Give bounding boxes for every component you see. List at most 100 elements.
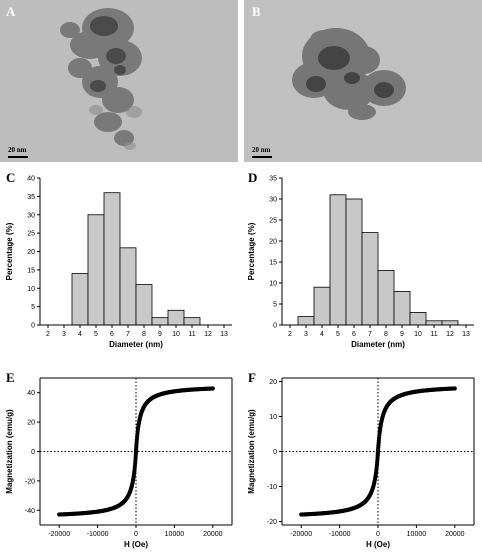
- x-tick-label: 10: [414, 331, 422, 338]
- histogram-bar: [119, 247, 137, 326]
- y-tick-label: 15: [27, 267, 35, 274]
- scale-bar-label: 20 nm: [252, 146, 271, 154]
- y-axis-label: Percentage (%): [247, 222, 256, 280]
- x-tick-label: -20000: [48, 531, 70, 538]
- loop-point: [452, 386, 457, 391]
- histogram-bar: [313, 286, 331, 326]
- x-tick-label: 20000: [203, 531, 223, 538]
- scale-bar: [252, 156, 272, 158]
- histogram-bar: [183, 317, 201, 326]
- histogram-bar: [87, 214, 105, 326]
- y-axis-label: Magnetization (emu/g): [5, 409, 14, 494]
- x-tick-label: 13: [220, 331, 228, 338]
- x-tick-label: 4: [320, 331, 324, 338]
- panel-letter-e: E: [6, 370, 15, 385]
- y-tick-label: 10: [269, 281, 277, 288]
- x-tick-label: 3: [62, 331, 66, 338]
- y-tick-label: 20: [27, 249, 35, 256]
- histogram-bar: [103, 192, 121, 326]
- x-tick-label: -10000: [329, 531, 351, 538]
- histogram-bar: [167, 309, 185, 326]
- panel-letter-f: F: [248, 370, 256, 385]
- histogram-d-plot: 0 5 10 15 20 25 30 35 2 3 4 5 6 7 8 9 10 11 12 13 Diameter (…: [247, 176, 474, 349]
- y-tick-label: 30: [27, 212, 35, 219]
- x-tick-label: 11: [430, 331, 437, 338]
- x-tick-label: 2: [46, 331, 50, 338]
- magnetization-loop-f-plot: -20 -10 0 10 20 -20000 -10000 0 10000 20000 H (Oe)…: [247, 377, 475, 549]
- x-tick-label: 8: [384, 331, 388, 338]
- x-tick-label: 12: [446, 331, 454, 338]
- y-tick-label: 35: [27, 194, 35, 201]
- x-tick-label: 9: [400, 331, 404, 338]
- x-tick-label: 6: [352, 331, 356, 338]
- histogram-bar: [361, 232, 379, 326]
- x-tick-label: 8: [142, 331, 146, 338]
- y-tick-label: -10: [267, 484, 277, 491]
- x-tick-label: 13: [462, 331, 470, 338]
- scale-bar: [8, 156, 28, 158]
- x-tick-label: 0: [134, 531, 138, 538]
- x-axis-label: H (Oe): [366, 540, 390, 549]
- x-tick-label: -20000: [290, 531, 312, 538]
- histogram-bar: [425, 320, 443, 326]
- x-tick-label: 6: [110, 331, 114, 338]
- y-tick-label: 10: [27, 286, 35, 293]
- histogram-bar: [441, 320, 459, 326]
- histogram-bar: [151, 317, 169, 326]
- y-tick-label: 0: [273, 449, 277, 456]
- x-tick-label: 9: [158, 331, 162, 338]
- histogram-bar: [409, 311, 427, 326]
- histogram-bar: [329, 194, 347, 326]
- x-tick-label: 7: [126, 331, 130, 338]
- y-tick-label: 10: [269, 414, 277, 421]
- y-tick-label: 20: [269, 239, 277, 246]
- x-axis-label: H (Oe): [124, 540, 148, 549]
- x-tick-label: 4: [78, 331, 82, 338]
- y-tick-label: 35: [269, 176, 277, 183]
- panel-letter-a: A: [6, 4, 16, 19]
- histogram-bar: [297, 316, 315, 326]
- y-tick-label: 30: [269, 197, 277, 204]
- histogram-bar: [377, 270, 395, 326]
- x-tick-label: 7: [368, 331, 372, 338]
- x-tick-label: 5: [94, 331, 98, 338]
- histogram-bar: [71, 273, 89, 326]
- y-tick-label: 20: [27, 420, 35, 427]
- y-axis-label: Percentage (%): [5, 222, 14, 280]
- y-tick-label: 25: [269, 218, 277, 225]
- tem-image-b: B 20 nm: [244, 0, 482, 162]
- magnetization-loop-f: F -20 -10 0 10 20 -20000 -10000 0 10000 20000 H (O…: [242, 364, 482, 555]
- panel-letter-b: B: [252, 4, 261, 19]
- y-tick-label: -40: [25, 508, 35, 515]
- y-tick-label: 15: [269, 260, 277, 267]
- x-tick-label: 10000: [165, 531, 185, 538]
- y-tick-label: 40: [27, 390, 35, 397]
- panel-letter-c: C: [6, 170, 16, 185]
- y-tick-label: 25: [27, 231, 35, 238]
- x-tick-label: 2: [288, 331, 292, 338]
- y-tick-label: 5: [31, 304, 35, 311]
- x-tick-label: 12: [204, 331, 212, 338]
- x-tick-label: -10000: [87, 531, 109, 538]
- tem-image-a: A 20 nm: [0, 0, 238, 162]
- y-tick-label: -20: [25, 478, 35, 485]
- x-tick-label: 10: [172, 331, 180, 338]
- x-tick-label: 0: [376, 531, 380, 538]
- x-tick-label: 5: [336, 331, 340, 338]
- y-axis-label: Magnetization (emu/g): [247, 409, 256, 494]
- y-tick-label: 40: [27, 176, 35, 183]
- magnetization-loop-e: E -40 -20 0 20 40 -20000 -10000 0 10000 20000 H (O…: [0, 364, 240, 555]
- y-tick-label: 0: [31, 323, 35, 330]
- histogram-bar: [345, 198, 363, 326]
- y-tick-label: 20: [269, 379, 277, 386]
- y-tick-label: 0: [273, 323, 277, 330]
- y-tick-label: -20: [267, 519, 277, 526]
- histogram-c: C 0 5 10 15 20 25 30 35 40 2 3 4 5 6 7 8 9 10 11 12 13 Diamet…: [0, 164, 240, 355]
- y-tick-label: 5: [273, 302, 277, 309]
- x-axis-label: Diameter (nm): [109, 340, 163, 349]
- panel-letter-d: D: [248, 170, 258, 185]
- histogram-bar: [135, 284, 153, 326]
- histogram-bar: [393, 291, 411, 326]
- y-tick-label: 0: [31, 449, 35, 456]
- histogram-d: D 0 5 10 15 20 25 30 35 2 3 4 5 6 7 8 9 10 11 12 13 Diameter…: [242, 164, 482, 355]
